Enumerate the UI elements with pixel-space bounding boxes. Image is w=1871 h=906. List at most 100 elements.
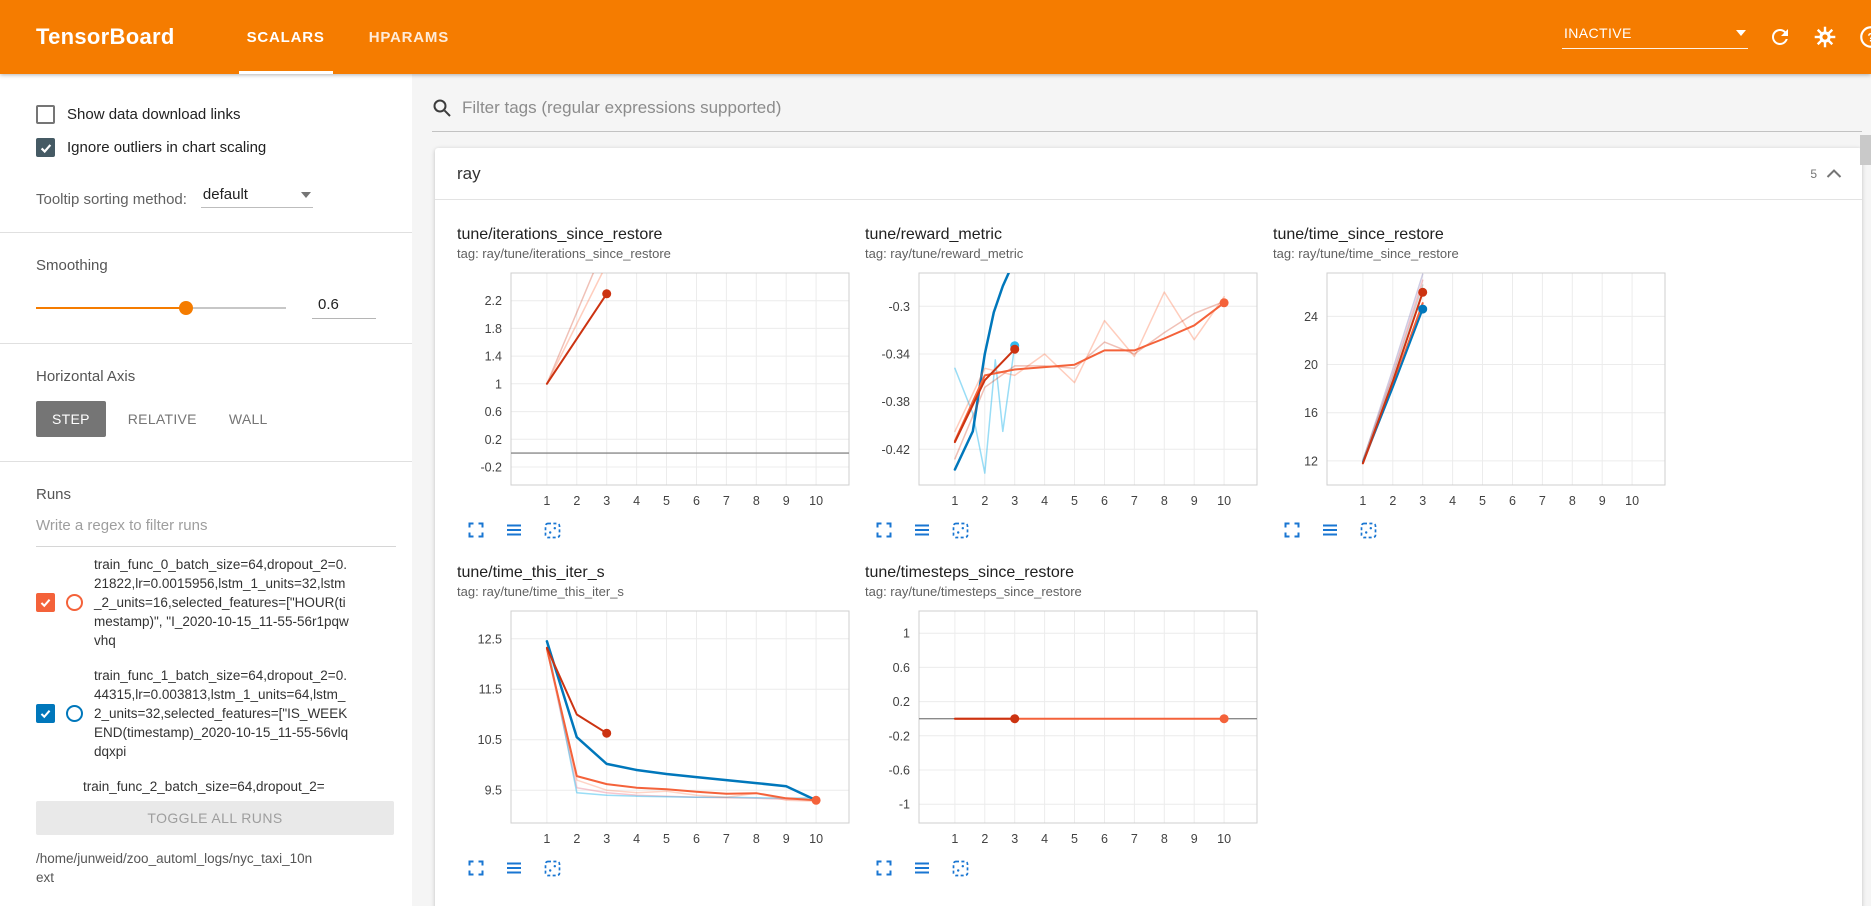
toggle-all-runs-button[interactable]: TOGGLE ALL RUNS: [36, 801, 394, 835]
chart-tag: tag: ray/tune/iterations_since_restore: [457, 246, 671, 261]
run-row[interactable]: train_func_0_batch_size=64,dropout_2=0.2…: [36, 547, 396, 658]
svg-text:-1: -1: [899, 798, 910, 812]
runs-filter-input[interactable]: [36, 507, 396, 547]
svg-text:24: 24: [1304, 310, 1318, 324]
settings-sidebar: Show data download links Ignore outliers…: [0, 74, 412, 906]
run-row[interactable]: train_func_1_batch_size=64,dropout_2=0.4…: [36, 658, 396, 769]
svg-text:11.5: 11.5: [479, 683, 502, 697]
smoothing-value-input[interactable]: [312, 296, 376, 319]
horizontal-axis-label: Horizontal Axis: [36, 368, 136, 385]
runs-list: train_func_0_batch_size=64,dropout_2=0.2…: [36, 547, 396, 799]
svg-text:10.5: 10.5: [478, 733, 502, 747]
svg-text:9: 9: [783, 832, 790, 846]
expand-chart-icon[interactable]: [467, 521, 485, 540]
svg-text:5: 5: [1479, 494, 1486, 508]
svg-text:4: 4: [633, 832, 640, 846]
svg-text:1: 1: [495, 377, 502, 391]
horizontal-axis-options: STEP RELATIVE WALL: [36, 401, 396, 437]
svg-text:7: 7: [1131, 832, 1138, 846]
fit-domain-icon[interactable]: [543, 521, 562, 540]
checkbox-checked-icon: [36, 138, 55, 157]
svg-text:2: 2: [981, 832, 988, 846]
tooltip-sorting-row: Tooltip sorting method: default: [36, 186, 396, 208]
svg-text:0.6: 0.6: [893, 661, 910, 675]
chart-toolbar: [457, 521, 851, 540]
svg-text:4: 4: [1041, 832, 1048, 846]
chart-tag: tag: ray/tune/time_since_restore: [1273, 246, 1459, 261]
svg-text:1: 1: [543, 494, 550, 508]
chart-title: tune/timesteps_since_restore: [865, 564, 1074, 581]
fit-domain-icon[interactable]: [1359, 521, 1378, 540]
fit-domain-icon[interactable]: [951, 521, 970, 540]
run-checkbox-icon[interactable]: [36, 593, 55, 612]
expand-chart-icon[interactable]: [1283, 521, 1301, 540]
data-status-dropdown[interactable]: INACTIVE: [1562, 25, 1748, 49]
refresh-icon[interactable]: [1768, 25, 1792, 49]
run-color-circle[interactable]: [66, 594, 83, 611]
svg-text:10: 10: [1217, 832, 1231, 846]
chevron-down-icon: [300, 191, 311, 198]
expand-chart-icon[interactable]: [875, 521, 893, 540]
log-scale-toggle-icon[interactable]: [913, 859, 931, 878]
line-chart[interactable]: 1 2 3 4 5 6 7 8 9 10 -0.42 -0.38 -0.34 -0.3: [865, 267, 1259, 519]
slider-thumb[interactable]: [179, 300, 193, 315]
svg-text:7: 7: [723, 494, 730, 508]
ignore-outliers-checkbox[interactable]: Ignore outliers in chart scaling: [36, 131, 396, 164]
log-scale-toggle-icon[interactable]: [505, 521, 523, 540]
expand-chart-icon[interactable]: [875, 859, 893, 878]
log-scale-toggle-icon[interactable]: [505, 859, 523, 878]
run-color-circle[interactable]: [66, 705, 83, 722]
axis-option-wall[interactable]: WALL: [228, 411, 268, 427]
chart-title: tune/time_this_iter_s: [457, 564, 605, 581]
tooltip-sorting-dropdown[interactable]: default: [200, 186, 313, 208]
svg-text:2: 2: [573, 832, 580, 846]
run-row[interactable]: train_func_2_batch_size=64,dropout_2=: [36, 769, 396, 799]
svg-text:9: 9: [1599, 494, 1606, 508]
tab-scalars[interactable]: SCALARS: [225, 0, 347, 74]
tooltip-sorting-label: Tooltip sorting method:: [36, 191, 187, 208]
tag-group-header[interactable]: ray 5: [435, 148, 1862, 200]
checkbox-label: Show data download links: [67, 106, 241, 123]
search-icon: [432, 98, 452, 118]
chart-toolbar: [865, 521, 1259, 540]
tag-filter-input[interactable]: [462, 98, 1862, 118]
line-chart[interactable]: 1 2 3 4 5 6 7 8 9 10 9.5 10.5 11.5 12.5: [457, 605, 851, 857]
run-checkbox-icon[interactable]: [36, 704, 55, 723]
axis-option-step[interactable]: STEP: [36, 401, 106, 437]
svg-text:1.4: 1.4: [485, 350, 502, 364]
svg-text:2: 2: [1389, 494, 1396, 508]
svg-text:1: 1: [1359, 494, 1366, 508]
show-download-links-checkbox[interactable]: Show data download links: [36, 98, 396, 131]
log-scale-toggle-icon[interactable]: [913, 521, 931, 540]
svg-text:1: 1: [951, 832, 958, 846]
svg-text:12.5: 12.5: [478, 632, 502, 646]
svg-text:1: 1: [543, 832, 550, 846]
svg-text:-0.42: -0.42: [882, 443, 911, 457]
svg-text:3: 3: [1419, 494, 1426, 508]
svg-text:2.2: 2.2: [485, 294, 502, 308]
fit-domain-icon[interactable]: [543, 859, 562, 878]
line-chart[interactable]: 1 2 3 4 5 6 7 8 9 10 -1 -0.6 -0.2 0.2 0.6 1: [865, 605, 1259, 857]
smoothing-slider[interactable]: [36, 300, 286, 316]
fit-domain-icon[interactable]: [951, 859, 970, 878]
tab-hparams[interactable]: HPARAMS: [368, 28, 450, 46]
expand-chart-icon[interactable]: [467, 859, 485, 878]
svg-text:-0.34: -0.34: [882, 348, 911, 362]
svg-text:-0.3: -0.3: [888, 300, 910, 314]
svg-text:8: 8: [753, 832, 760, 846]
axis-option-relative[interactable]: RELATIVE: [127, 411, 197, 427]
chevron-up-icon[interactable]: [1826, 169, 1842, 178]
line-chart[interactable]: 1 2 3 4 5 6 7 8 9 10 12 16 20 24: [1273, 267, 1667, 519]
svg-text:8: 8: [1161, 494, 1168, 508]
svg-text:4: 4: [1449, 494, 1456, 508]
scrollbar-thumb[interactable]: [1860, 135, 1871, 165]
log-scale-toggle-icon[interactable]: [1321, 521, 1339, 540]
tag-group-count: 5: [1810, 166, 1817, 181]
svg-text:9: 9: [783, 494, 790, 508]
svg-text:-0.38: -0.38: [882, 395, 911, 409]
settings-gear-icon[interactable]: [1812, 24, 1838, 50]
svg-text:8: 8: [1161, 832, 1168, 846]
run-name: train_func_2_batch_size=64,dropout_2=: [83, 779, 325, 794]
help-icon[interactable]: ?: [1858, 24, 1871, 50]
line-chart[interactable]: 1 2 3 4 5 6 7 8 9 10 -0.2 0.2 0.6 1 1.4 1.8 2.2: [457, 267, 851, 519]
